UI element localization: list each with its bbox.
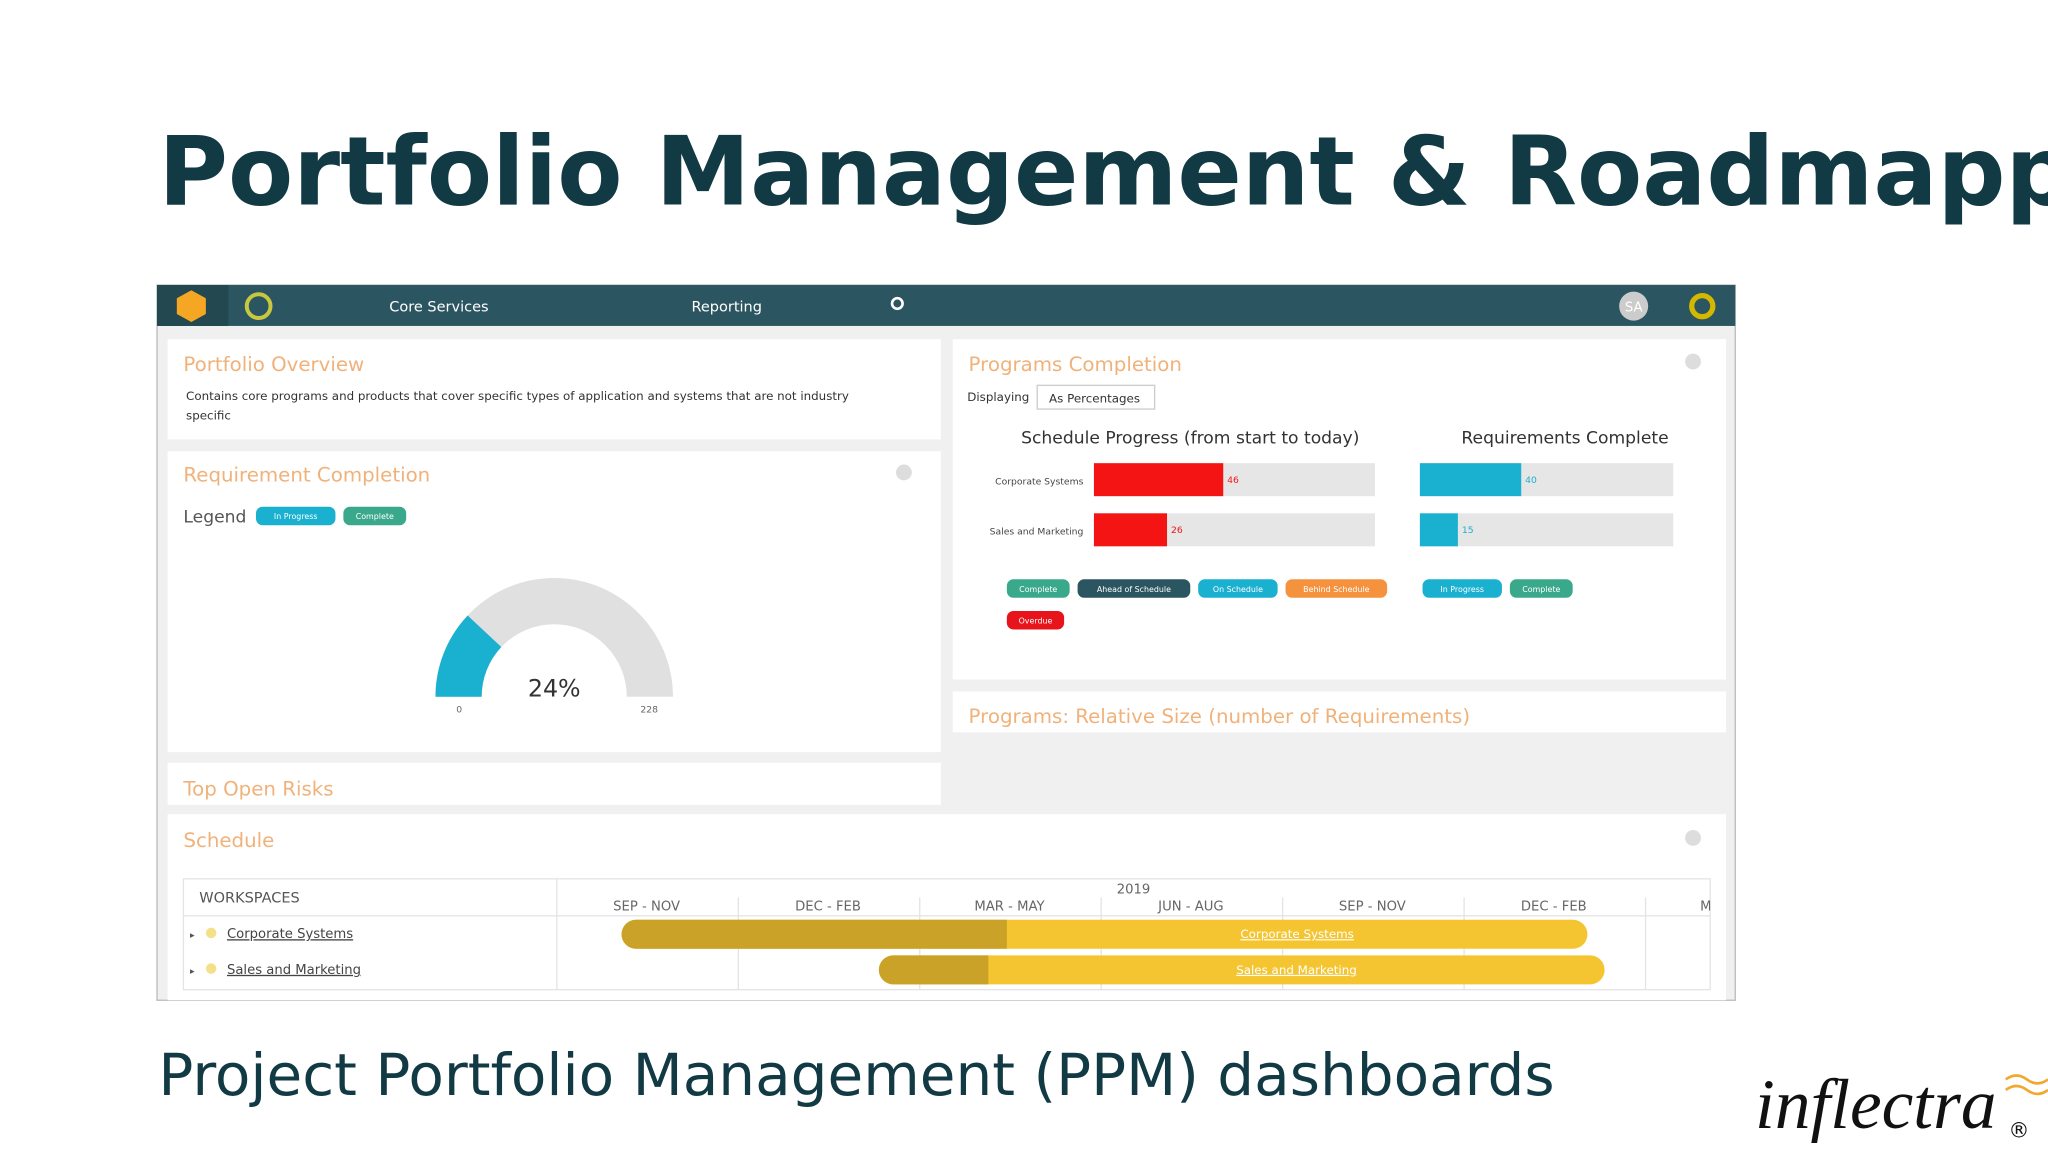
bar [1419, 513, 1458, 547]
label: Displaying [967, 390, 1029, 404]
gauge-track [435, 577, 673, 697]
legend-text: On Schedule [1213, 585, 1263, 594]
period-label: MAR - MAY [974, 900, 1045, 915]
legend-text: Behind Schedule [1303, 585, 1370, 594]
info-icon[interactable] [1685, 353, 1701, 370]
navbar [157, 285, 1736, 326]
period-label: DEC - FEB [795, 900, 861, 915]
bar-label: 46 [1227, 475, 1239, 486]
workspace-link[interactable]: Corporate Systems [227, 927, 353, 942]
bar [1419, 463, 1522, 497]
row-caret: ▸ [190, 930, 195, 941]
gantt-label: Corporate Systems [1240, 927, 1353, 941]
dropdown[interactable] [1036, 384, 1156, 410]
bar-track [1419, 513, 1674, 547]
avatar[interactable] [1619, 291, 1649, 321]
row-label: Corporate Systems [995, 476, 1083, 487]
legend-pill[interactable] [1006, 610, 1065, 630]
product-icon[interactable] [244, 292, 273, 320]
period-label: JUN - AUG [1157, 900, 1223, 915]
chart-title: Schedule Progress (from start to today) [1021, 428, 1359, 448]
info-icon[interactable] [896, 464, 912, 481]
legend-pill[interactable] [256, 506, 336, 526]
legend-text: Ahead of Schedule [1097, 585, 1171, 594]
bar-label: 15 [1462, 525, 1474, 536]
avatar-text: SA [1625, 300, 1643, 315]
panel [167, 762, 941, 805]
legend-text: Complete [1019, 585, 1057, 594]
bar-label: 40 [1525, 475, 1537, 486]
chart-title: Requirements Complete [1461, 428, 1668, 448]
panel-title: Programs: Relative Size (number of Requi… [969, 705, 1470, 728]
panel-title: Requirement Completion [183, 464, 430, 487]
panel-text: specific [186, 409, 231, 423]
nav-item[interactable]: Core Services [389, 299, 488, 315]
legend-pill[interactable] [343, 506, 407, 526]
legend-text: In Progress [274, 512, 318, 521]
folder-icon [205, 963, 217, 974]
period-label: SEP - NOV [1339, 900, 1406, 915]
legend-text: Overdue [1019, 617, 1053, 626]
slide-subtitle: Project Portfolio Management (PPM) dashb… [158, 1041, 1554, 1109]
row-caret: ▸ [190, 966, 195, 977]
gantt-progress [621, 919, 1007, 949]
gantt-label: Sales and Marketing [1236, 963, 1357, 977]
panel-text: Contains core programs and products that… [186, 389, 849, 403]
legend-label: Legend [183, 508, 246, 528]
legend-pill[interactable] [1509, 579, 1573, 598]
legend-pill[interactable] [1077, 579, 1191, 598]
legend-text: In Progress [1440, 585, 1484, 594]
gauge-min: 0 [456, 705, 462, 716]
year-label: 2019 [1117, 882, 1151, 897]
folder-icon [205, 927, 217, 939]
gauge-max: 228 [640, 705, 658, 716]
column-header: WORKSPACES [199, 891, 300, 907]
search-icon[interactable] [890, 296, 904, 311]
bar-label: 26 [1171, 525, 1183, 536]
bar [1093, 463, 1224, 497]
panel-title: Schedule [183, 829, 274, 852]
period-label: DEC - FEB [1521, 900, 1587, 915]
gantt-bar[interactable] [878, 955, 1605, 985]
workspace-link[interactable]: Sales and Marketing [227, 963, 361, 978]
gauge-value: 24% [528, 675, 581, 703]
logo-waves [2004, 1074, 2048, 1096]
gantt-progress [878, 955, 989, 985]
legend-text: Complete [356, 512, 394, 521]
settings-icon[interactable] [1689, 292, 1716, 320]
dropdown-value: As Percentages [1049, 391, 1140, 405]
bar [1093, 513, 1168, 547]
legend-text: Complete [1522, 585, 1560, 594]
logo: inflectra [1755, 1066, 1996, 1144]
legend-pill[interactable] [1285, 579, 1388, 598]
panel-title: Portfolio Overview [183, 353, 364, 376]
panel [167, 339, 941, 440]
row-label: Sales and Marketing [990, 526, 1084, 537]
nav-item[interactable]: Reporting [691, 299, 762, 315]
info-icon[interactable] [1685, 830, 1701, 846]
legend-pill[interactable] [1006, 579, 1070, 598]
slide-title: Portfolio Management & Roadmapping [158, 118, 2048, 228]
panel [952, 691, 1727, 733]
legend-pill[interactable] [1422, 579, 1502, 598]
gauge-fill [435, 615, 502, 697]
panel-title: Programs Completion [969, 353, 1182, 376]
logo-icon [176, 290, 206, 322]
panel-title: Top Open Risks [182, 778, 333, 801]
gantt-grid [182, 878, 1711, 991]
legend-pill[interactable] [1198, 579, 1278, 598]
logo-mark: ® [2008, 1117, 2029, 1142]
period-label: SEP - NOV [613, 900, 680, 915]
period-label: MAR - MAY [1700, 900, 1771, 915]
